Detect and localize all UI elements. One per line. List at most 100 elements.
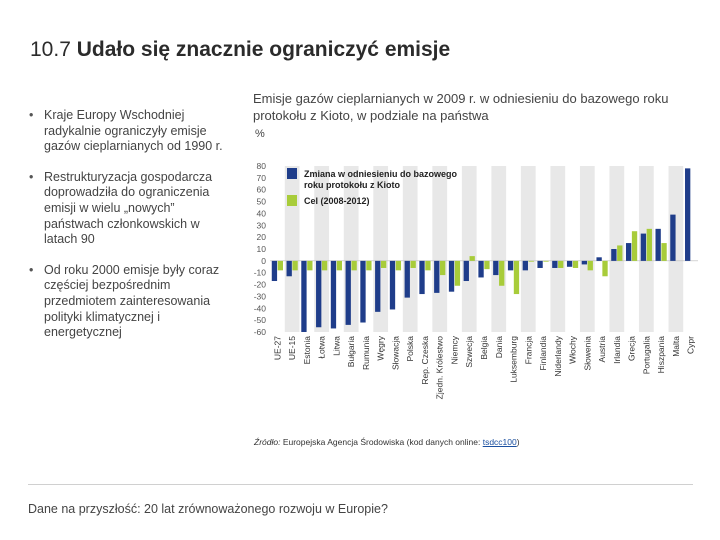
bar-target — [307, 260, 313, 271]
bar-target — [528, 260, 534, 262]
category-label: Niemcy — [449, 335, 459, 364]
bar-change — [478, 260, 484, 278]
background-stripe — [579, 166, 595, 332]
chart-unit: % — [255, 128, 265, 140]
bar-change — [404, 260, 410, 298]
y-tick-label: 60 — [257, 185, 267, 195]
category-label: Francja — [523, 336, 533, 365]
background-stripe — [284, 166, 300, 332]
bullet-item: Od roku 2000 emisje były coraz częściej … — [28, 263, 228, 341]
bar-target — [321, 260, 328, 271]
bar-target — [558, 260, 564, 268]
bar-change — [507, 260, 514, 271]
bar-change — [685, 168, 691, 261]
category-label: Włochy — [568, 335, 578, 364]
bar-change — [316, 260, 322, 328]
bar-change — [625, 243, 632, 261]
bar-target — [277, 260, 283, 271]
background-stripe — [638, 166, 654, 332]
category-label: Rep. Czeska — [420, 336, 430, 385]
bar-change — [596, 257, 602, 261]
y-tick-label: -60 — [254, 327, 267, 337]
bar-change — [493, 260, 499, 276]
bar-target — [543, 260, 549, 262]
category-label: Bułgaria — [346, 336, 356, 367]
bar-target — [380, 260, 387, 268]
background-stripe — [668, 166, 684, 332]
source-text: Europejska Agencja Środowiska (kod danyc… — [280, 437, 483, 447]
background-stripe — [491, 166, 507, 332]
category-label: Luksemburg — [509, 336, 519, 383]
bar-change — [360, 260, 366, 323]
background-stripe — [550, 166, 566, 332]
category-label: Słowacja — [390, 336, 400, 370]
y-tick-label: 10 — [257, 244, 267, 254]
bar-target — [646, 228, 652, 261]
category-label: Niderlandy — [553, 335, 563, 376]
y-tick-label: -30 — [254, 291, 267, 301]
bar-change — [448, 260, 455, 292]
category-label: Hiszpania — [656, 336, 666, 374]
category-label: Dania — [494, 336, 504, 358]
footer-text: Dane na przyszłość: 20 lat zrównoważoneg… — [28, 502, 388, 516]
chart-heading: Emisje gazów cieplarnianych w 2009 r. w … — [253, 91, 669, 123]
category-label: Estonia — [302, 336, 312, 365]
bar-change — [286, 260, 292, 277]
bar-change — [566, 260, 573, 267]
bar-change — [419, 260, 425, 295]
background-stripe — [461, 166, 477, 332]
category-label: Szwecja — [464, 336, 474, 368]
y-tick-label: 80 — [257, 161, 267, 171]
bar-target — [410, 260, 416, 268]
bullet-list: Kraje Europy Wschodniej radykalnie ogran… — [28, 108, 228, 356]
y-tick-label: 20 — [257, 232, 267, 242]
legend-label-change: Zmiana w odniesieniu do bazowego — [304, 169, 458, 179]
category-label: Polska — [405, 336, 415, 362]
category-label: UE-15 — [287, 336, 297, 360]
bar-target — [572, 260, 579, 268]
bar-target — [484, 260, 490, 270]
y-tick-label: 50 — [257, 197, 267, 207]
bar-target — [602, 260, 608, 277]
category-label: Słowenia — [582, 336, 592, 371]
footer-divider — [28, 484, 693, 485]
category-label: Zjedn. Królestwo — [435, 336, 445, 400]
bar-change — [330, 260, 337, 329]
bullet-item: Kraje Europy Wschodniej radykalnie ogran… — [28, 108, 228, 155]
y-tick-label: 0 — [261, 256, 266, 266]
bar-target — [292, 260, 298, 271]
bar-target — [395, 260, 402, 271]
category-label: Belgia — [479, 336, 489, 360]
bar-change — [552, 260, 558, 268]
bar-target — [587, 260, 593, 271]
bar-change — [434, 260, 440, 293]
bar-change — [301, 260, 307, 332]
bar-target — [351, 260, 357, 271]
category-label: Węgry — [376, 335, 386, 360]
bar-change — [537, 260, 543, 268]
background-stripe — [402, 166, 418, 332]
bar-target — [425, 260, 431, 271]
bar-target — [617, 245, 623, 261]
bar-change — [271, 260, 278, 282]
bar-target — [661, 243, 667, 261]
bar-target — [440, 260, 446, 276]
legend-swatch-target — [287, 195, 297, 206]
bar-change — [581, 260, 588, 265]
y-tick-label: 70 — [257, 173, 267, 183]
y-tick-label: -10 — [254, 268, 267, 278]
title-text: Udało się znacznie ograniczyć emisje — [76, 38, 451, 61]
bar-change — [375, 260, 381, 312]
bar-target — [366, 260, 372, 271]
bar-change — [522, 260, 528, 271]
category-label: Malta — [671, 336, 681, 357]
title-number: 10.7 — [30, 38, 71, 61]
legend-swatch-change — [287, 168, 297, 179]
y-tick-label: -40 — [254, 303, 267, 313]
bar-target — [513, 260, 520, 295]
category-label: Portugalia — [641, 336, 651, 375]
source-link[interactable]: tsdcc100 — [482, 437, 517, 447]
bar-target — [336, 260, 343, 271]
y-tick-label: -50 — [254, 315, 267, 325]
